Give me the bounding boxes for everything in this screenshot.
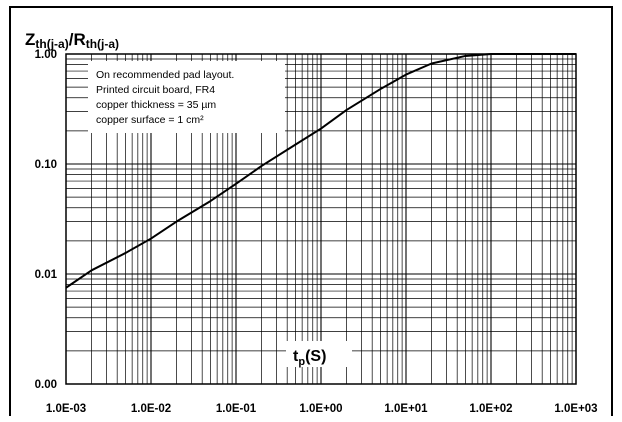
- annotation-line-1: On recommended pad layout.: [96, 69, 234, 81]
- annotation-box: On recommended pad layout. Printed circu…: [88, 61, 285, 133]
- x-axis-label-subscript: p: [298, 356, 305, 368]
- x-tick-label: 1.0E+01: [384, 403, 428, 415]
- x-tick-label: 1.0E-02: [131, 403, 171, 415]
- x-tick-label: 1.0E-03: [46, 403, 86, 415]
- y-tick-label: 1.00: [35, 49, 57, 61]
- plot-area-border: [65, 53, 577, 385]
- chart-title: Zth(j-a)/Rth(j-a): [25, 30, 119, 51]
- title-main-subscript: th(j-a): [35, 37, 68, 51]
- x-tick-labels: 1.0E-03 1.0E-02 1.0E-01 1.0E+00 1.0E+01 1.0E+…: [46, 403, 598, 415]
- title-separator: /R: [69, 30, 86, 49]
- annotation-background: [88, 61, 285, 133]
- x-axis-label-main: t: [293, 348, 299, 365]
- series-line-0: [65, 53, 576, 289]
- x-tick-label: 1.0E-01: [216, 403, 257, 415]
- x-axis-label: tp(S): [293, 348, 326, 368]
- x-axis-label-background: [286, 341, 352, 367]
- x-axis-label-unit: (S): [305, 348, 326, 365]
- y-tick-label: 0.00: [35, 379, 57, 391]
- x-tick-label: 1.0E+00: [299, 403, 342, 415]
- series-layer: [65, 53, 576, 289]
- y-tick-label: 0.10: [35, 159, 57, 171]
- x-tick-label: 1.0E+03: [554, 403, 597, 415]
- annotation-line-3: copper thickness = 35 µm: [96, 99, 216, 111]
- chart-frame: [9, 6, 613, 416]
- x-axis-label-box: tp(S): [286, 341, 352, 368]
- annotation-line-4: copper surface = 1 cm²: [96, 114, 204, 126]
- annotation-line-2: Printed circuit board, FR4: [96, 84, 215, 96]
- title-main: Z: [25, 30, 35, 49]
- x-tick-label: 1.0E+02: [469, 403, 512, 415]
- title-separator-subscript: th(j-a): [86, 37, 119, 51]
- y-tick-label: 0.01: [35, 269, 58, 281]
- y-tick-labels: 0.00 0.01 0.10 1.00: [35, 49, 58, 391]
